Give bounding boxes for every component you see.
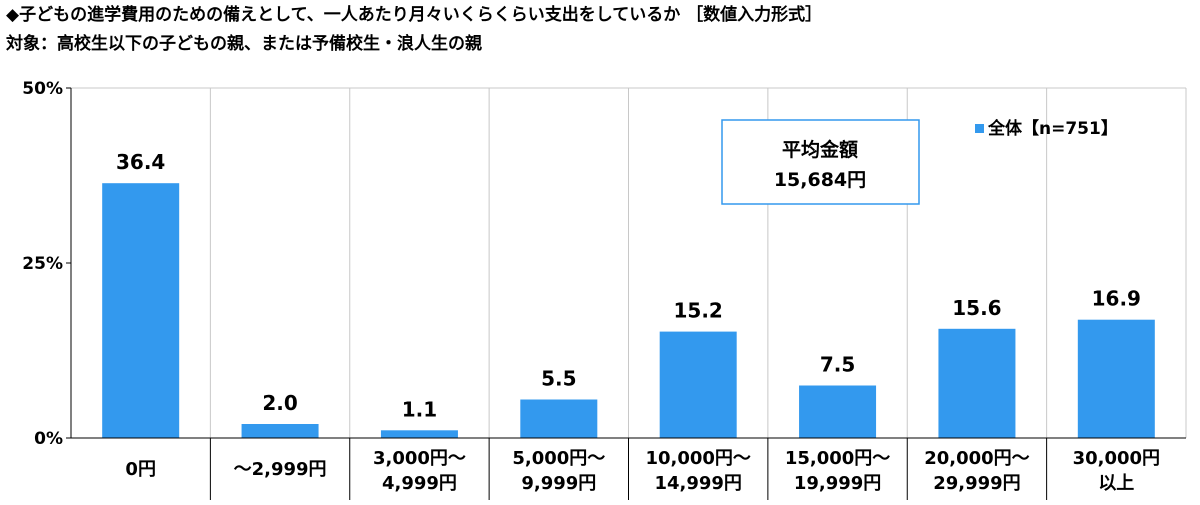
- x-tick-label: 20,000円～: [924, 448, 1029, 469]
- bar: [659, 331, 737, 438]
- y-tick-label: 0%: [34, 429, 63, 449]
- x-tick-label: ～2,999円: [234, 459, 327, 480]
- data-label: 7.5: [820, 353, 855, 377]
- value-labels: 36.4 2.0 1.1 5.5 15.2 7.5 15.6 16.9: [116, 150, 1141, 421]
- x-axis-labels: 0円 ～2,999円 3,000円～ 4,999円 5,000円～ 9,999円 10,00…: [125, 448, 1160, 494]
- bar: [520, 399, 598, 438]
- x-tick-label: 9,999円: [521, 473, 596, 494]
- bar: [938, 328, 1016, 438]
- x-tick-label: 3,000円～: [373, 448, 466, 469]
- x-tick-label: 4,999円: [382, 473, 457, 494]
- x-tick-label: 10,000円～: [645, 448, 750, 469]
- bar: [799, 385, 877, 438]
- x-tick-label: 15,000円～: [785, 448, 890, 469]
- x-tick-label: 29,999円: [933, 473, 1020, 494]
- data-label: 5.5: [541, 367, 576, 391]
- y-tick-label: 25%: [22, 254, 63, 274]
- x-tick-label: 以上: [1098, 473, 1134, 494]
- bar: [380, 430, 458, 438]
- average-box: 平均金額 15,684円: [721, 119, 920, 205]
- average-value: 15,684円: [774, 169, 866, 191]
- x-tick-label: 5,000円～: [512, 448, 605, 469]
- legend-label: 全体【n=751】: [987, 118, 1118, 139]
- gridlines: [70, 87, 1187, 438]
- legend-swatch: [975, 124, 984, 133]
- chart-subtitle: 対象：高校生以下の子どもの親、または予備校生・浪人生の親: [6, 34, 482, 54]
- x-tick-label: 30,000円: [1073, 448, 1160, 469]
- data-label: 15.6: [952, 296, 1001, 320]
- x-tick-label: 19,999円: [794, 473, 881, 494]
- average-label: 平均金額: [782, 138, 858, 161]
- data-label: 1.1: [402, 397, 437, 421]
- bar: [102, 183, 180, 438]
- data-label: 15.2: [674, 299, 723, 323]
- chart-title: ◆子どもの進学費用のための備えとして、一人あたり月々いくらくらい支出をしているか…: [6, 5, 823, 25]
- data-label: 36.4: [116, 150, 165, 174]
- y-axis-ticks: 0% 25% 50%: [22, 79, 71, 449]
- legend: 全体【n=751】: [975, 118, 1118, 139]
- x-tick-label: 14,999円: [654, 473, 741, 494]
- x-tick-label: 0円: [125, 459, 156, 480]
- bar: [1077, 319, 1155, 438]
- y-tick-label: 50%: [22, 79, 63, 99]
- data-label: 16.9: [1092, 287, 1141, 311]
- bar: [241, 424, 319, 438]
- data-label: 2.0: [262, 391, 297, 415]
- bars: [102, 183, 1155, 438]
